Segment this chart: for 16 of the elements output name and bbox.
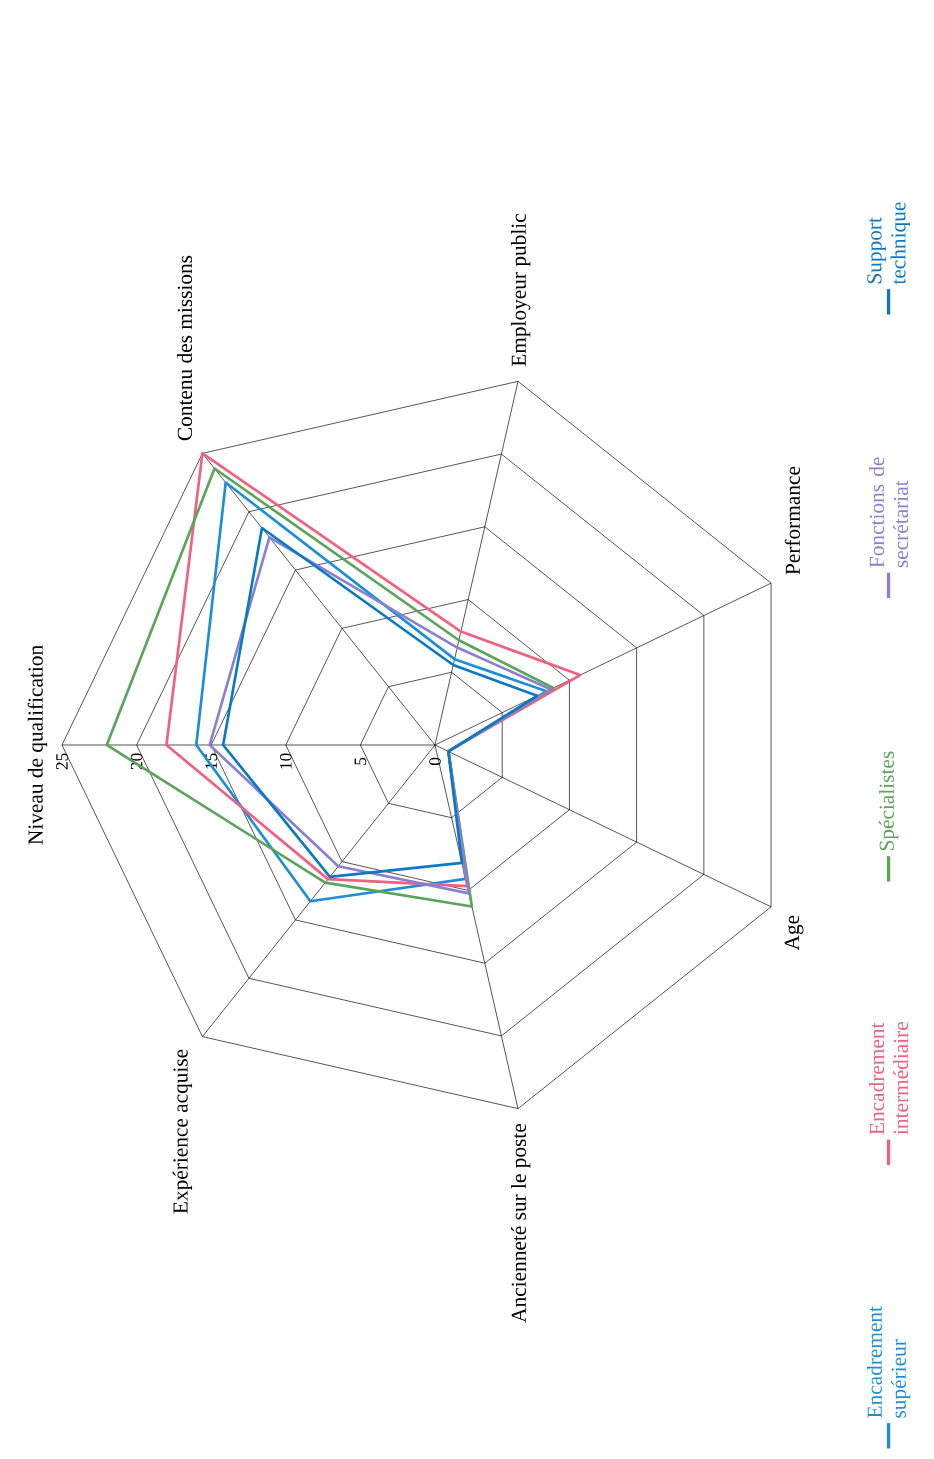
spoke-label: Age [784, 915, 804, 951]
text: Support technique [867, 202, 910, 285]
text: Encadrement supérieur [866, 1306, 911, 1418]
y-tick-label: 5 [354, 757, 367, 765]
y-tick-label: 0 [429, 757, 441, 766]
spoke-label: Contenu des missions [177, 255, 193, 441]
spoke-label: Ancienneté sur le poste [510, 1123, 531, 1323]
text: Fonctions de secrétariat [869, 457, 909, 568]
y-tick-label: 10 [279, 753, 292, 769]
spoke-label: Performance [784, 466, 800, 575]
spoke-label: Expérience acquise [172, 1049, 193, 1214]
text: Spécialistes [878, 751, 899, 851]
spoke-label: Employeur public [510, 213, 531, 367]
spoke-label: Niveau de qualification [27, 645, 48, 845]
y-tick-label: 25 [56, 753, 68, 770]
text: Encadrement intermédiaire [869, 1022, 909, 1135]
